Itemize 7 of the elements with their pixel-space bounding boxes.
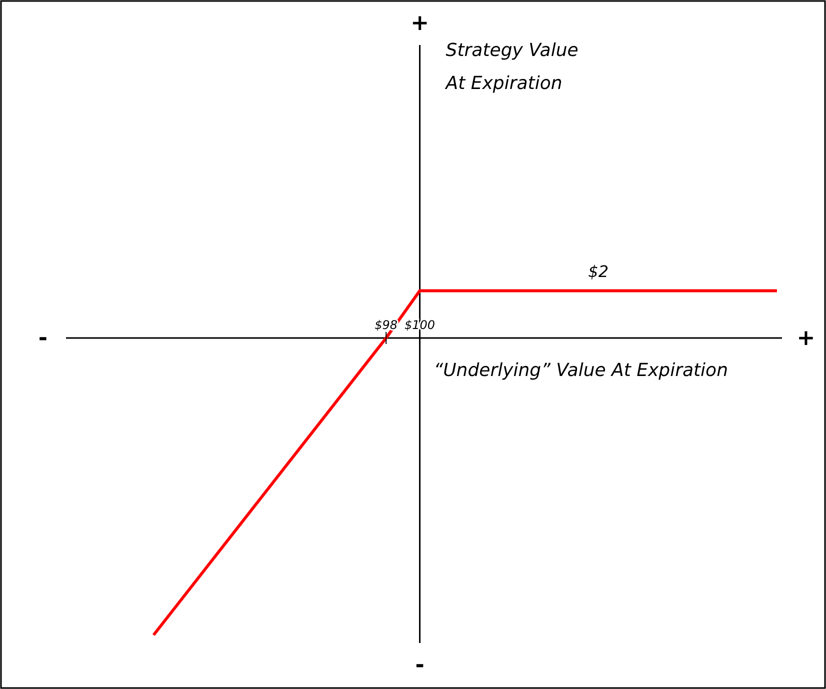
text: + [796, 326, 816, 351]
text: - [415, 653, 424, 678]
x-axis-title: “Underlying” Value At Expiration [434, 360, 728, 381]
text: $2 [588, 262, 609, 281]
text: + [410, 11, 430, 36]
text: Strategy Value At Expiration [444, 40, 578, 94]
text: - [38, 326, 48, 351]
